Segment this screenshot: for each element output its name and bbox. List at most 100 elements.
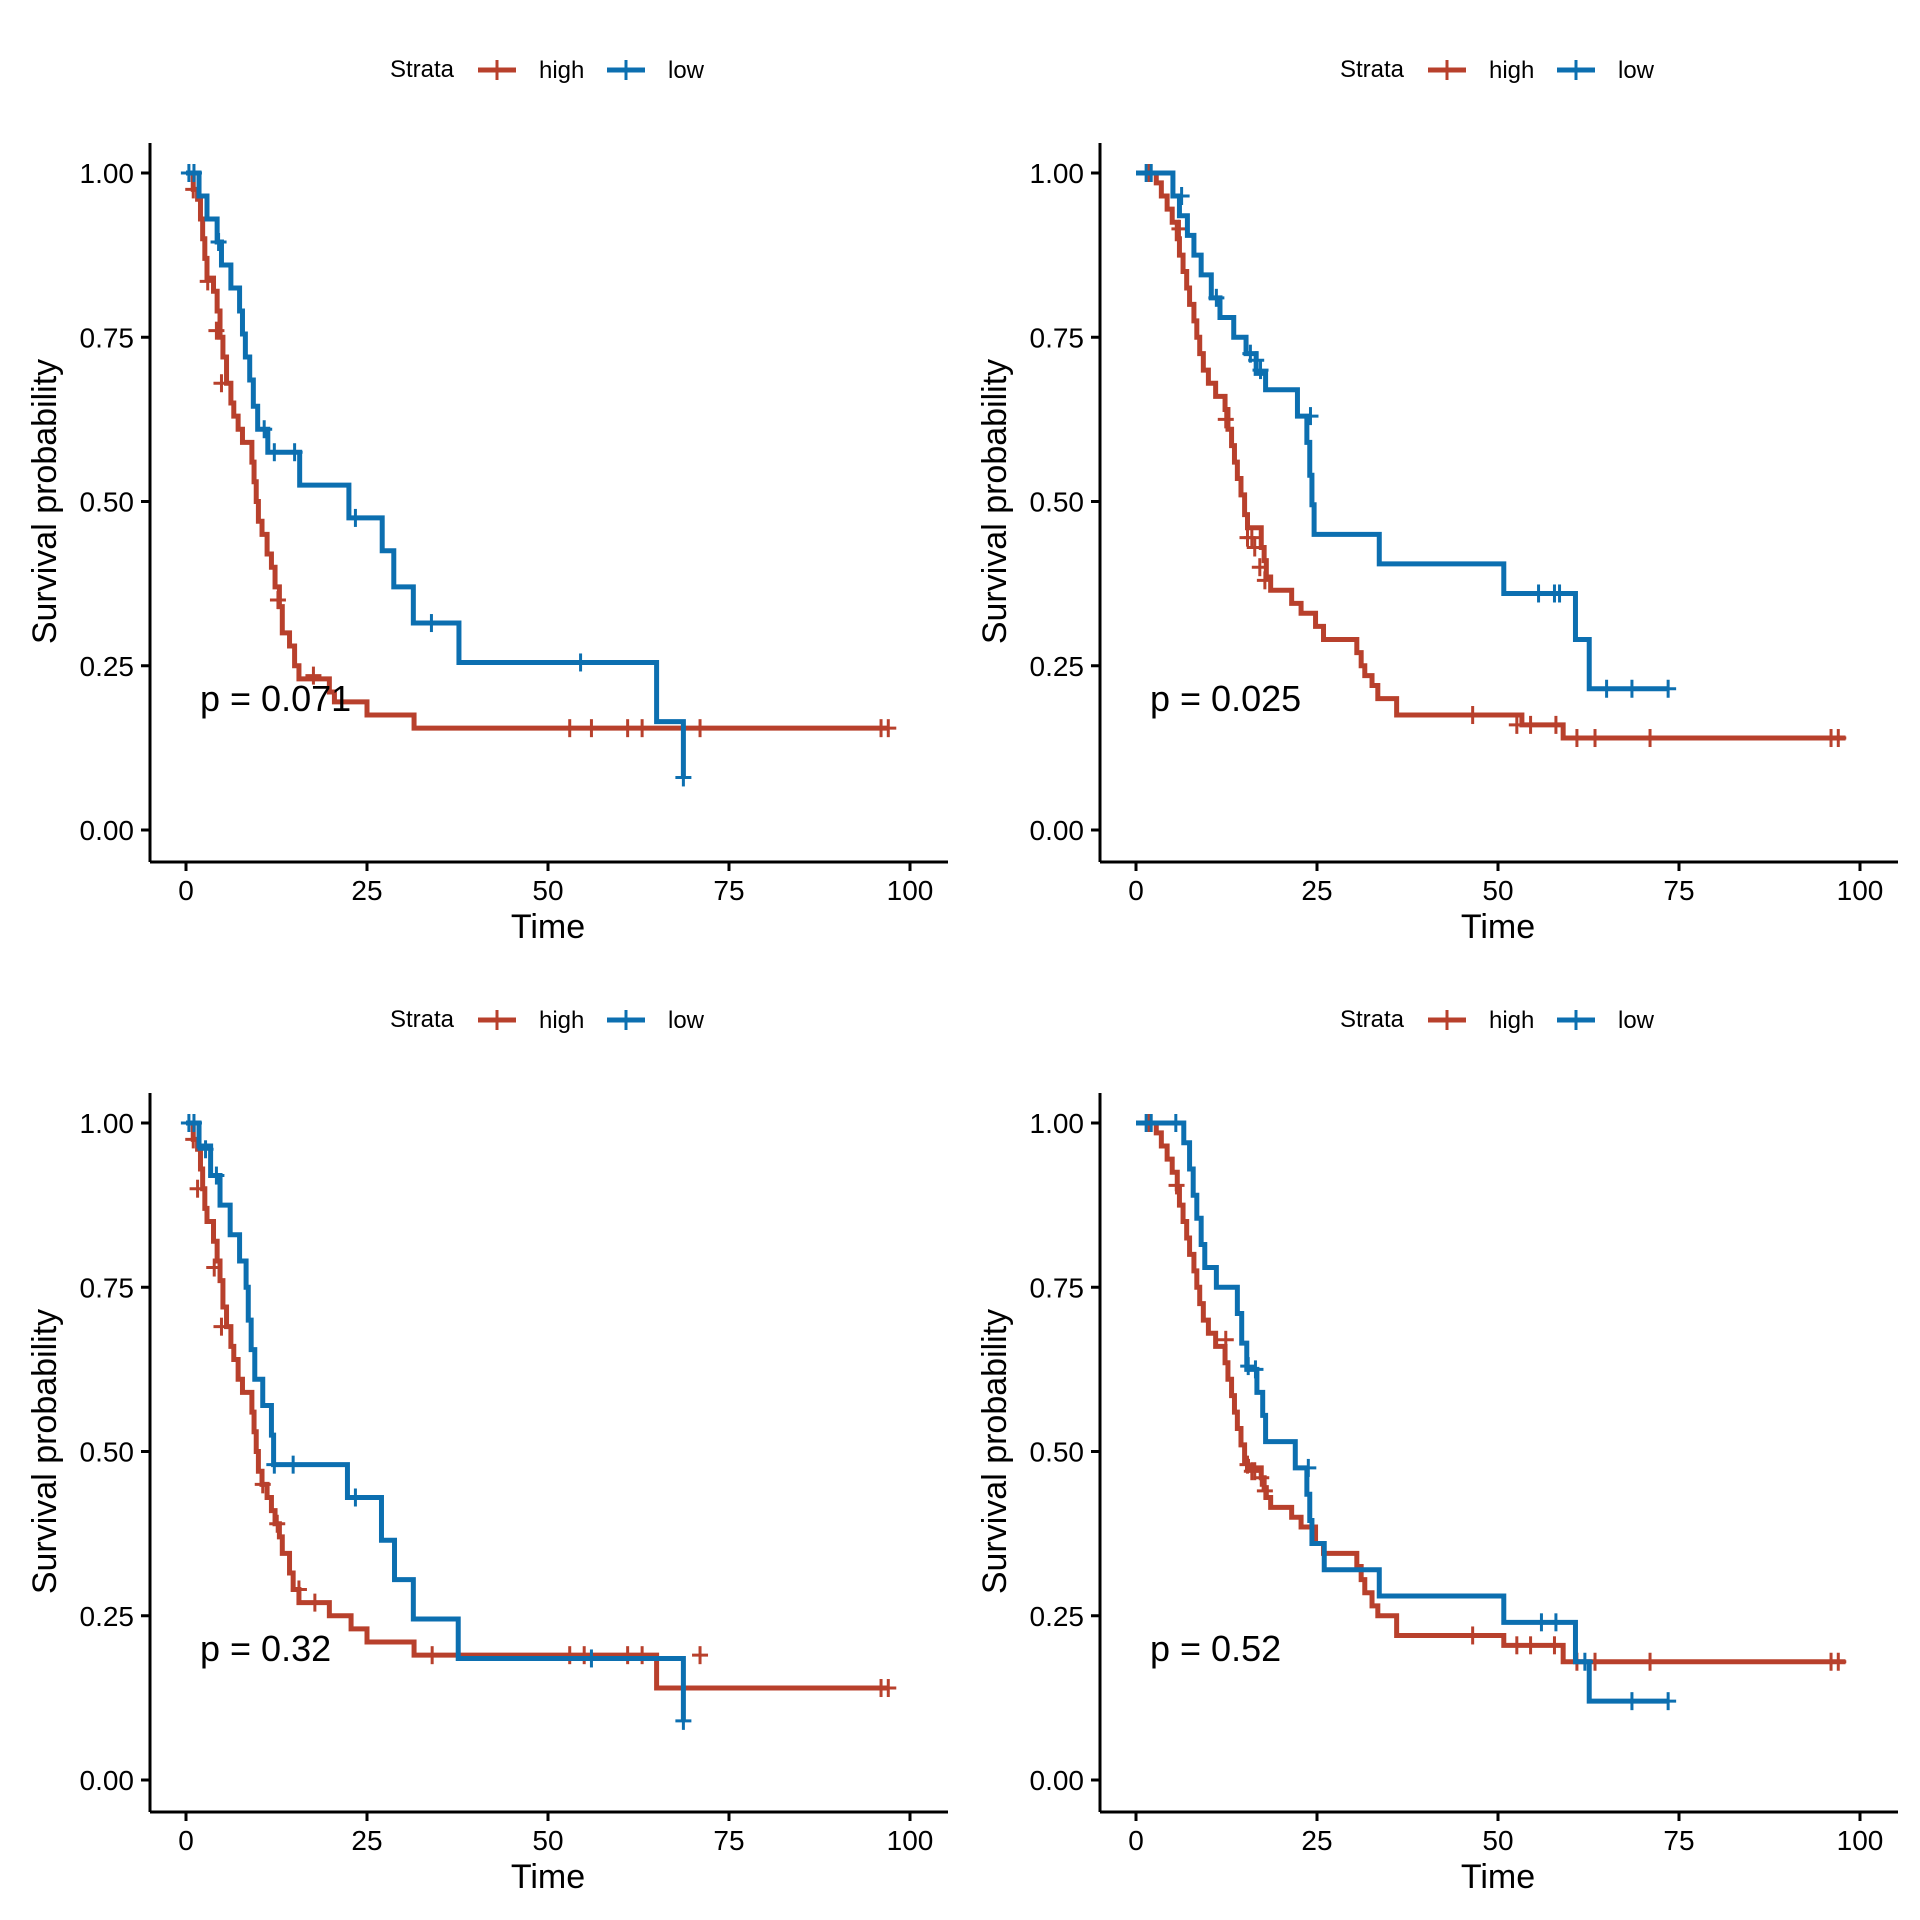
y-axis-title: Survival probability [976,1309,1014,1594]
y-tick-label: 0.25 [1030,1601,1085,1632]
censor-mark-low [1252,361,1269,380]
y-tick-label: 0.00 [80,815,135,846]
censor-mark-low [1598,679,1615,698]
censor-mark-low [347,1488,364,1507]
y-tick-label: 0.00 [1030,815,1085,846]
censor-mark-high [1217,1330,1234,1349]
survival-curve-low [186,1120,686,1721]
censor-mark-low [266,443,283,462]
survival-plot-4: Strata high low 0.00 0.25 0.50 0.75 1.00 0 25 50 75… [976,1006,1898,1896]
survival-curve-high [1136,1120,1846,1665]
series-high [1136,164,1847,748]
censor-mark-low [1623,1692,1640,1711]
censor-mark-high [1246,538,1263,557]
censor-mark-low [1208,288,1225,307]
censor-mark-low [266,1455,283,1474]
censor-mark-low [1551,584,1568,603]
x-tick-label: 75 [1663,875,1694,906]
censor-mark-low [347,508,364,527]
y-tick-label: 0.75 [80,1272,135,1303]
censor-mark-high [634,719,651,738]
censor-mark-low [423,614,440,633]
legend-title: Strata [390,56,455,83]
censor-mark-high [206,1258,223,1277]
censor-mark-low [1167,1114,1184,1132]
censor-mark-high [1568,729,1585,748]
x-tick-label: 75 [1663,1825,1694,1856]
series-low [1136,164,1677,698]
censor-mark-low [1300,1458,1317,1477]
censor-mark-high [1251,558,1268,577]
series-low [1136,1114,1677,1711]
censor-mark-low [285,1455,302,1474]
censor-mark-high [1546,1636,1563,1655]
censor-mark-high [1256,1481,1273,1500]
series-low [180,1114,692,1730]
censor-mark-high [1830,729,1847,748]
series-low [180,164,692,787]
censor-mark-high [561,1646,578,1665]
legend-title: Strata [390,1006,455,1033]
censor-mark-high [208,321,225,340]
x-tick-label: 0 [178,875,194,906]
censor-mark-low [1143,1114,1160,1132]
x-tick-label: 100 [887,1825,934,1856]
censor-mark-high [1508,715,1525,734]
censor-mark-low [1530,584,1547,603]
censor-mark-low [185,1114,202,1132]
x-tick-label: 75 [713,1825,744,1856]
legend-title: Strata [1340,1006,1405,1033]
censor-mark-low [1623,679,1640,698]
y-axis-title: Survival probability [976,359,1014,644]
censor-mark-low [1547,1613,1564,1632]
censor-mark-high [199,272,216,291]
censor-mark-high [1587,729,1604,748]
censor-mark-high [290,1580,307,1599]
censor-mark-low [1240,1357,1257,1376]
survival-curve-high [186,170,889,731]
censor-mark-low [1660,1692,1677,1711]
x-axis-title: Time [511,908,585,946]
censor-mark-high [634,1646,651,1665]
series-high [1136,1114,1847,1671]
x-tick-label: 0 [1128,1825,1144,1856]
x-tick-label: 25 [1301,1825,1332,1856]
censor-mark-high [1256,571,1273,590]
censor-mark-high [576,1646,593,1665]
x-tick-label: 0 [1128,875,1144,906]
censor-mark-high [1464,706,1481,725]
x-tick-label: 100 [887,875,934,906]
censor-mark-high [561,719,578,738]
censor-mark-high [254,1475,271,1494]
censor-mark-high [692,719,709,738]
p-value-label: p = 0.52 [1150,1628,1281,1669]
legend: Strata high low [390,1006,705,1034]
y-tick-label: 0.50 [1030,1437,1085,1468]
y-tick-label: 1.00 [80,158,135,189]
legend-label-low: low [1618,1007,1655,1034]
x-tick-label: 50 [532,875,563,906]
censor-mark-low [1302,407,1319,426]
censor-mark-high [305,666,322,685]
censor-mark-high [880,719,897,738]
censor-mark-high [1217,410,1234,429]
censor-mark-high [269,1514,286,1533]
censor-mark-high [424,1646,441,1665]
y-tick-label: 0.75 [1030,322,1085,353]
censor-mark-high [619,719,636,738]
y-tick-label: 0.75 [1030,1272,1085,1303]
censor-mark-high [880,1679,897,1698]
censor-mark-low [1143,164,1160,182]
censor-mark-high [1508,1636,1525,1655]
censor-mark-low [1533,1613,1550,1632]
x-tick-label: 50 [532,1825,563,1856]
censor-mark-low [1247,1360,1264,1379]
x-tick-label: 100 [1837,1825,1884,1856]
x-tick-label: 50 [1482,875,1513,906]
censor-mark-low [675,1711,692,1730]
censor-mark-high [1464,1626,1481,1645]
censor-mark-high [1547,715,1564,734]
censor-mark-high [1522,715,1539,734]
censor-mark-low [197,1140,214,1159]
